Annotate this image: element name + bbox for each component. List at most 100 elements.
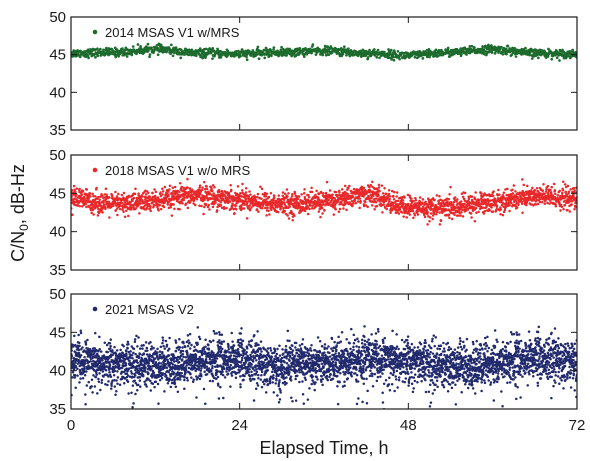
data-point [460,53,463,56]
data-point [246,58,249,61]
data-point [311,191,314,194]
data-point [542,183,545,186]
data-point [464,192,467,195]
data-point [139,347,142,350]
data-point [489,209,492,212]
data-point [71,376,74,379]
data-point [511,189,514,192]
data-point [146,353,149,356]
data-point [79,205,82,208]
data-point [261,207,264,210]
data-point [314,194,317,197]
data-point [562,181,565,184]
data-point [201,189,204,192]
data-point [135,335,138,338]
data-point [85,410,88,413]
data-point [260,198,263,201]
data-point [194,204,197,207]
data-point [440,220,443,223]
data-point [438,195,441,198]
data-point [264,207,267,210]
data-point [149,205,152,208]
data-point [258,57,261,60]
data-point [531,187,534,190]
data-point [474,198,477,201]
data-point [119,208,122,211]
data-point [382,192,385,195]
data-point [186,186,189,189]
data-point [172,54,175,57]
data-point [326,181,329,184]
data-point [473,206,476,209]
data-point [312,43,315,46]
data-point [427,211,430,214]
data-point [390,49,393,52]
data-point [125,364,128,367]
data-point [144,370,147,373]
data-point [504,209,507,212]
data-point [381,211,384,214]
data-point [267,210,270,213]
data-point [475,207,478,210]
data-point [85,343,88,346]
data-point [79,369,82,372]
data-point [162,372,165,375]
data-point [150,389,153,392]
data-point [182,199,185,202]
data-point [181,186,184,189]
data-point [185,202,188,205]
data-point [468,198,471,201]
data-point [568,200,571,203]
data-point [307,213,310,216]
data-point [573,208,576,211]
data-point [94,385,97,388]
data-point [85,370,88,373]
data-point [133,348,136,351]
data-point [158,362,161,365]
data-point [393,198,396,201]
data-point [134,353,137,356]
data-point [78,349,81,352]
data-point [315,190,318,193]
data-point [113,346,116,349]
data-point [186,178,189,181]
data-point [156,356,159,359]
data-point [114,370,117,373]
data-point [116,382,119,385]
data-point [474,220,477,223]
data-point [402,215,405,218]
data-point [161,342,164,345]
data-point [234,205,237,208]
data-point [119,349,122,352]
data-point [555,205,558,208]
data-point [277,211,280,214]
data-point [73,185,76,188]
panel-2: 354045502018 MSAS V1 w/o MRS [49,147,578,279]
data-point [218,190,221,193]
data-point [161,351,164,354]
data-point [569,188,572,191]
data-point [132,352,135,355]
data-point [405,216,408,219]
data-point [508,204,511,207]
data-point [259,185,262,188]
data-point [366,206,369,209]
data-point [499,208,502,211]
data-point [359,200,362,203]
data-point [539,201,542,204]
data-point [159,204,162,207]
data-point [429,216,432,219]
data-point [547,185,550,188]
data-point [92,374,95,377]
data-point [451,218,454,221]
data-point [104,208,107,211]
data-point [397,200,400,203]
data-point [152,347,155,350]
legend: 2018 MSAS V1 w/o MRS [93,163,251,178]
data-point [378,190,381,193]
data-point [86,339,89,342]
data-point [250,206,253,209]
data-point [211,190,214,193]
data-point [422,198,425,201]
data-point [550,58,553,61]
